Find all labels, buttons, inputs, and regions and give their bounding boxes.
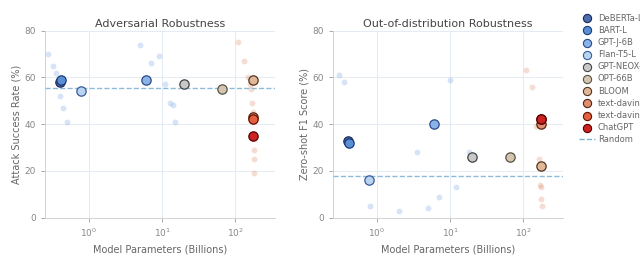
Point (217, 87, 227, 91)
Point (364, 178, 374, 182)
Point (536, 118, 547, 122)
Point (333, 73, 344, 77)
Point (248, 110, 258, 114)
Y-axis label: Attack Success Rate (%): Attack Success Rate (%) (12, 65, 22, 184)
Point (248, 134, 259, 138)
X-axis label: Model Parameters (Billions): Model Parameters (Billions) (93, 244, 227, 254)
Point (168, 103, 178, 108)
Point (536, 118, 547, 122)
Point (54, 80, 65, 84)
Point (342, 138, 353, 143)
Point (245, 82, 255, 87)
Point (534, 157, 545, 161)
Point (394, 209, 404, 213)
Point (521, 68, 531, 72)
Point (527, 85, 537, 89)
Point (248, 115, 259, 119)
Point (536, 197, 547, 201)
Point (445, 78, 455, 82)
X-axis label: Model Parameters (Billions): Model Parameters (Billions) (381, 244, 515, 254)
Point (247, 101, 257, 105)
Point (344, 141, 355, 145)
Point (239, 59, 249, 63)
Point (248, 115, 258, 119)
Point (165, 101, 175, 105)
Point (467, 155, 477, 159)
Point (429, 122, 439, 126)
Point (160, 82, 170, 87)
Point (536, 185, 547, 189)
Point (434, 195, 444, 199)
Point (135, 43, 145, 47)
Point (248, 157, 259, 161)
Point (76, 89, 86, 93)
Point (531, 124, 541, 129)
Point (248, 148, 259, 152)
Point (248, 78, 259, 82)
Point (246, 87, 257, 91)
Point (233, 40, 243, 45)
Point (423, 206, 433, 210)
Point (179, 82, 189, 87)
Point (536, 204, 547, 208)
Point (365, 204, 375, 208)
Point (249, 171, 259, 175)
Point (248, 118, 259, 122)
Point (339, 80, 349, 84)
Point (61, 120, 72, 124)
Point (536, 164, 547, 168)
Point (54, 94, 65, 98)
Point (464, 150, 474, 154)
Point (505, 155, 515, 159)
Point (536, 122, 547, 126)
Point (248, 118, 259, 122)
Point (44, 52, 54, 56)
Point (248, 120, 259, 124)
Point (154, 54, 164, 58)
Point (47, 64, 58, 68)
Title: Out-of-distribution Robustness: Out-of-distribution Robustness (364, 18, 532, 29)
Point (58, 106, 68, 110)
Point (141, 78, 151, 82)
Point (243, 75, 253, 79)
Point (51, 71, 61, 75)
Legend: DeBERTa-L, BART-L, GPT-J-6B, Flan-T5-L, GPT-NEOX-20B, OPT-66B, BLOOM, text-davin: DeBERTa-L, BART-L, GPT-J-6B, Flan-T5-L, … (577, 12, 640, 146)
Point (146, 61, 156, 66)
Point (535, 183, 545, 187)
Title: Adversarial Robustness: Adversarial Robustness (95, 18, 225, 29)
Point (170, 120, 180, 124)
Point (451, 185, 461, 189)
Point (56, 78, 67, 82)
Point (412, 150, 422, 154)
Y-axis label: Zero-shot F1 Score (%): Zero-shot F1 Score (%) (300, 68, 310, 180)
